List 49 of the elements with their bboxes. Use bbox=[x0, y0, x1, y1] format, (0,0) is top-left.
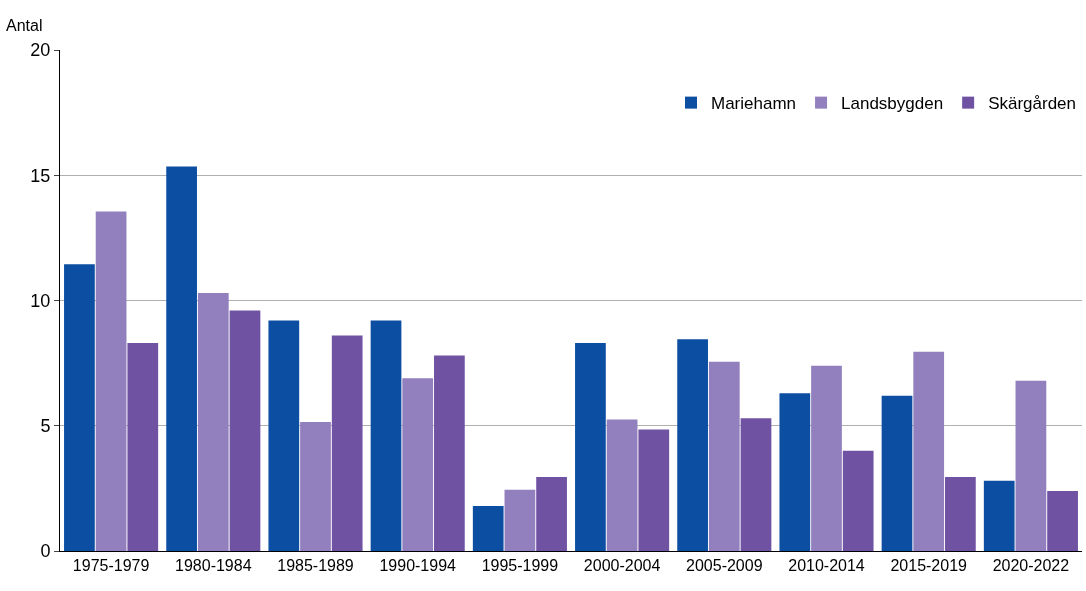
y-tick-label: 0 bbox=[40, 541, 51, 562]
bar bbox=[708, 361, 740, 551]
bar bbox=[983, 480, 1015, 551]
legend-label: Skärgården bbox=[988, 94, 1077, 114]
bar bbox=[638, 429, 670, 551]
bar bbox=[740, 418, 772, 551]
bar bbox=[606, 419, 638, 551]
bar bbox=[913, 351, 945, 551]
bar bbox=[166, 166, 197, 551]
bar bbox=[504, 489, 536, 551]
bar bbox=[229, 310, 261, 551]
bar bbox=[811, 365, 842, 551]
bar bbox=[331, 335, 363, 551]
bar bbox=[127, 343, 159, 551]
bar bbox=[677, 339, 708, 551]
bar bbox=[268, 320, 300, 551]
x-tick-label: 1985-1989 bbox=[277, 557, 354, 575]
y-tick-label: 10 bbox=[30, 290, 51, 311]
x-tick-label: 2005-2009 bbox=[686, 557, 763, 575]
legend-label: Landsbygden bbox=[841, 94, 944, 114]
x-tick-label: 1975-1979 bbox=[72, 557, 150, 575]
y-tick-label: 5 bbox=[40, 416, 51, 437]
bar bbox=[300, 421, 331, 551]
bar bbox=[402, 378, 434, 551]
y-tick-label: 20 bbox=[30, 40, 51, 61]
x-tick-label: 1990-1994 bbox=[379, 557, 457, 575]
bar bbox=[945, 477, 976, 551]
x-tick-label: 1995-1999 bbox=[481, 557, 559, 575]
bar bbox=[64, 264, 95, 551]
bar bbox=[575, 343, 606, 551]
bar bbox=[536, 477, 567, 551]
bar bbox=[197, 292, 229, 551]
bar bbox=[881, 395, 913, 551]
x-tick-label: 1980-1984 bbox=[175, 557, 252, 575]
bar bbox=[472, 505, 504, 551]
x-tick-label: 2010-2014 bbox=[788, 557, 865, 575]
y-axis-title: Antal bbox=[6, 17, 43, 34]
legend-label: Mariehamn bbox=[711, 94, 797, 114]
bar bbox=[1015, 380, 1047, 551]
bar bbox=[370, 320, 402, 551]
bar bbox=[1047, 490, 1078, 551]
bar bbox=[95, 211, 127, 551]
y-tick-label: 15 bbox=[30, 165, 51, 186]
x-tick-label: 2020-2022 bbox=[992, 557, 1070, 575]
x-tick-label: 2000-2004 bbox=[583, 557, 661, 575]
bar bbox=[779, 393, 811, 551]
x-tick-label: 2015-2019 bbox=[890, 557, 968, 575]
bar bbox=[842, 450, 874, 551]
bar bbox=[434, 355, 465, 551]
